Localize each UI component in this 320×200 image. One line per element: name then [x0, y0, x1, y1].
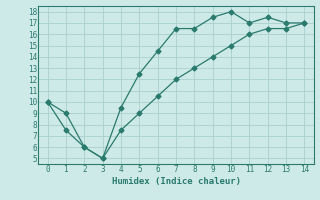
- X-axis label: Humidex (Indice chaleur): Humidex (Indice chaleur): [111, 177, 241, 186]
